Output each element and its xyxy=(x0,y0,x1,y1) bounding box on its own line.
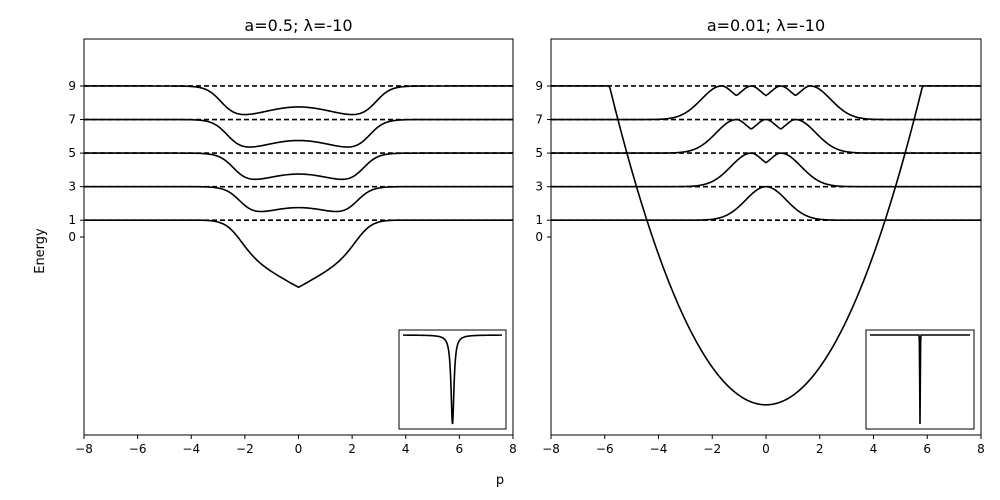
plot-area xyxy=(551,85,981,406)
y-tick-label: 5 xyxy=(535,146,543,160)
x-tick-label: −8 xyxy=(75,442,93,456)
x-tick-label: −6 xyxy=(129,442,147,456)
x-tick-label: −2 xyxy=(236,442,254,456)
x-tick-label: 8 xyxy=(509,442,517,456)
energy-curve-3 xyxy=(84,118,513,148)
x-tick-label: 6 xyxy=(923,442,931,456)
chart-title: a=0.5; λ=-10 xyxy=(244,16,352,35)
y-tick-label: 1 xyxy=(535,213,543,227)
plot-area xyxy=(84,85,513,289)
energy-curve-0 xyxy=(84,219,513,289)
x-tick-label: 6 xyxy=(456,442,464,456)
y-tick-label: 9 xyxy=(68,79,76,93)
energy-curve-4 xyxy=(551,85,981,121)
y-tick-label: 7 xyxy=(68,113,76,127)
x-axis-label: p xyxy=(496,473,504,488)
energy-curve-4 xyxy=(84,85,513,116)
y-tick-label: 0 xyxy=(68,230,76,244)
energy-curve-3 xyxy=(551,118,981,154)
x-tick-label: 4 xyxy=(402,442,410,456)
x-tick-label: 0 xyxy=(762,442,770,456)
x-tick-label: 0 xyxy=(295,442,303,456)
chart-title: a=0.01; λ=-10 xyxy=(707,16,825,35)
energy-curve-1 xyxy=(84,185,513,213)
y-tick-label: 9 xyxy=(535,79,543,93)
y-axis-label: Energy xyxy=(33,228,48,274)
left-panel: a=0.5; λ=-10 −8 −6 −4 −2 0 2 4 6 8 0 1 3 5 7 9 xyxy=(68,16,516,456)
energy-curve-0 xyxy=(551,85,981,406)
x-tick-label: 2 xyxy=(348,442,356,456)
y-tick-label: 0 xyxy=(535,230,543,244)
x-tick-label: 2 xyxy=(816,442,824,456)
x-tick-label: 4 xyxy=(870,442,878,456)
x-tick-label: −6 xyxy=(596,442,614,456)
x-tick-label: −4 xyxy=(650,442,668,456)
x-tick-label: −4 xyxy=(182,442,200,456)
inset-potential-curve xyxy=(870,334,970,425)
x-tick-label: −8 xyxy=(542,442,560,456)
x-tick-label: 8 xyxy=(977,442,985,456)
energy-curve-1 xyxy=(551,185,981,222)
energy-curve-2 xyxy=(551,152,981,188)
energy-curve-2 xyxy=(84,152,513,181)
y-tick-label: 1 xyxy=(68,213,76,227)
y-tick-label: 5 xyxy=(68,146,76,160)
x-tick-label: −2 xyxy=(703,442,721,456)
right-panel: a=0.01; λ=-10 −8 −6 −4 −2 0 2 4 6 8 0 1 3 5 7 9 xyxy=(535,16,984,456)
y-tick-label: 3 xyxy=(535,180,543,194)
y-tick-label: 7 xyxy=(535,113,543,127)
y-tick-label: 3 xyxy=(68,180,76,194)
inset-potential-curve xyxy=(403,334,502,425)
